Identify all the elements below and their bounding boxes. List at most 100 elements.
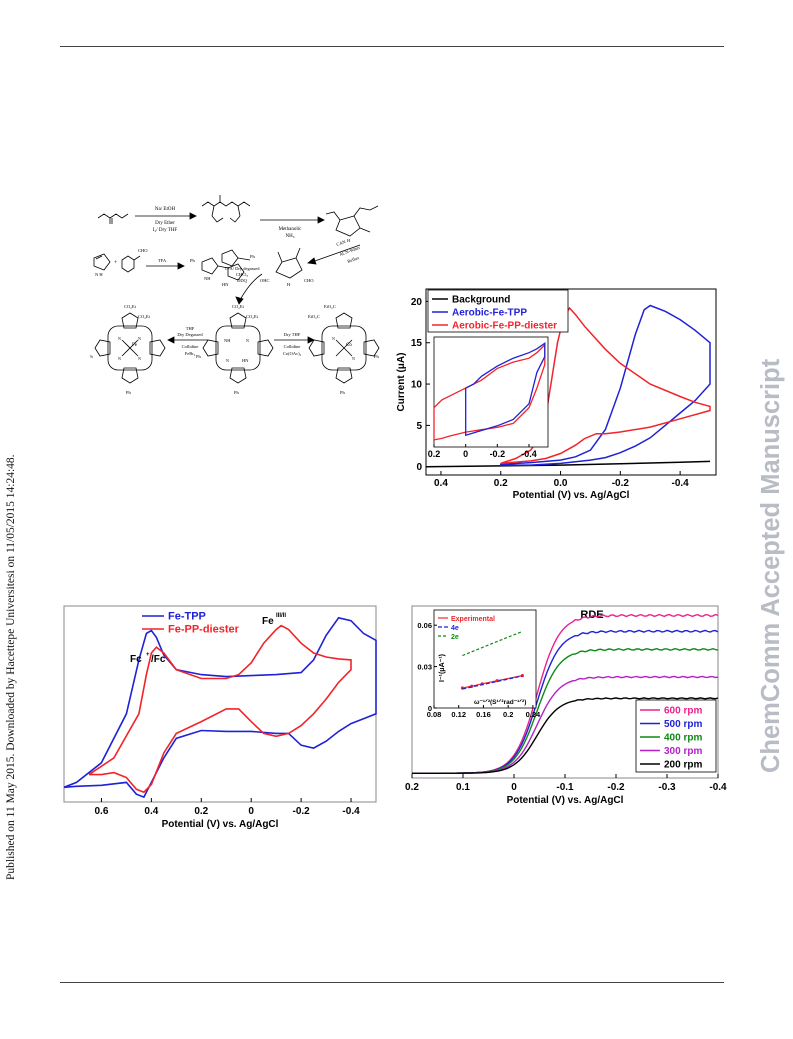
x-axis-label: Potential (V) vs. Ag/AgCl xyxy=(513,490,630,500)
y-tick-label-3: 15 xyxy=(411,338,423,349)
inset-x-tick-label-0: 0.08 xyxy=(427,710,442,719)
x-tick-label-4: -0.2 xyxy=(607,782,625,793)
cho-label: CHO xyxy=(304,278,314,283)
tripyrrane-nh: NH xyxy=(204,276,211,281)
inset: 0.2 0 -0.2 -0.4 xyxy=(428,336,549,459)
fe-co2et2: CO₂Et xyxy=(138,314,151,319)
plot-frame xyxy=(425,288,717,476)
cond-right3: Co(OAc)₂ xyxy=(283,351,302,356)
fe-center: Fe xyxy=(132,343,138,348)
inset-y-tick-label-0: 0 xyxy=(428,704,432,713)
tripyrrane-ph1: Ph xyxy=(190,258,196,263)
series-2-line xyxy=(500,306,711,465)
pyrrole-dialdehyde: OHC CHO H xyxy=(260,247,314,287)
legend-label-0: 600 rpm xyxy=(664,706,702,717)
accepted-manuscript-watermark: ChemComm Accepted Manuscript xyxy=(757,255,793,775)
inset-x-tick-label-0: 0.2 xyxy=(428,449,441,459)
y-tick-label-2: 10 xyxy=(411,380,423,391)
x-tick-label-1: 0.4 xyxy=(144,806,158,817)
inset-y-tick-label-2: 0.06 xyxy=(417,621,432,630)
step1-top: Na/ EtOH xyxy=(155,207,176,212)
y-tick-label-0: 0 xyxy=(416,462,422,473)
co-n1: N xyxy=(332,336,335,341)
cv-aerobic-chart: 0.4 0.2 0.0 -0.2 -0.4 0 5 10 15 20 Potential (V) v… xyxy=(396,288,717,501)
fb-ph2: Ph xyxy=(234,390,240,395)
x-tick-label-3: 0 xyxy=(248,806,254,817)
legend-label-0: Fe-TPP xyxy=(168,611,206,623)
series-1-line xyxy=(499,304,711,466)
x-tick-label-6: -0.4 xyxy=(709,782,727,793)
rde-figure: 0.2 0.1 0 -0.1 -0.2 -0.3 -0.4 Potential (V) vs.… xyxy=(402,604,732,810)
legend-label-4: 200 rpm xyxy=(664,760,702,771)
fe-n3: N xyxy=(118,356,121,361)
x-tick-label-5: -0.4 xyxy=(342,806,360,817)
series-0-line xyxy=(425,460,711,468)
annotation-fc-suffix: /Fc xyxy=(151,654,166,665)
publication-note: Published on 11 May 2015. Downloaded by … xyxy=(5,160,19,880)
fb-co2et1: CO₂Et xyxy=(232,304,245,309)
fb-n2: N xyxy=(226,358,229,363)
fb-hn: HN xyxy=(242,358,249,363)
legend-label-1: Fe-PP-diester xyxy=(168,624,240,636)
arrow-condensation xyxy=(239,273,263,301)
cond-right2: Collidine xyxy=(284,344,301,349)
inset-y-tick-label-1: 0.03 xyxy=(417,663,432,672)
legend-label-2: 400 rpm xyxy=(664,733,702,744)
fe-n2: N xyxy=(138,336,141,341)
cond-left3: Collidine xyxy=(182,344,199,349)
annotation-fe-sup: III/II xyxy=(276,613,286,619)
annotation-fc-sup: + xyxy=(146,652,150,658)
pyrrole-diester: H xyxy=(325,205,379,243)
rde-chart: 0.2 0.1 0 -0.1 -0.2 -0.3 -0.4 Potential (V) vs.… xyxy=(405,605,727,806)
cond-left2: THF xyxy=(186,326,195,331)
x-tick-label-2: 0 xyxy=(511,782,517,793)
cond-center2: CHCl₃ xyxy=(236,272,249,277)
fe-ph2: Ph xyxy=(126,390,132,395)
co-eto2c2: EtO₂C xyxy=(308,314,320,319)
pyrrole-diester-nh: H xyxy=(347,238,351,243)
legend-label-0: Background xyxy=(452,295,510,306)
legend-box xyxy=(427,289,569,333)
inset-legend-label-0: Experimental xyxy=(451,616,495,623)
co-center: Co xyxy=(346,343,352,348)
ohc-label: OHC xyxy=(260,278,270,283)
x-tick-label-1: 0.1 xyxy=(456,782,470,793)
inset-x-tick-label-4: 0.24 xyxy=(526,710,541,719)
annotation-fc-text: Fc xyxy=(130,654,142,665)
inset-y-label: I⁻¹(μA⁻¹) xyxy=(439,654,446,682)
cv-aerobic-figure: 0.4 0.2 0.0 -0.2 -0.4 0 5 10 15 20 Potential (V) v… xyxy=(388,285,726,501)
annotation-fe: Fe III/II xyxy=(262,613,286,627)
cv-comparison-chart: 0.6 0.4 0.2 0 -0.2 -0.4 Potential (V) vs. Ag/A… xyxy=(63,605,377,830)
publication-note-text: Published on 11 May 2015. Downloaded by … xyxy=(5,454,17,880)
series-1-line xyxy=(88,624,352,794)
cond-center1: TFA/ Dry degassed xyxy=(225,266,261,271)
legend-label-3: 300 rpm xyxy=(664,746,702,757)
annotation-fc: Fc +/Fc xyxy=(130,652,166,665)
watermark-text: ChemComm Accepted Manuscript xyxy=(757,358,785,773)
dialdehyde-h: H xyxy=(287,282,291,287)
x-tick-label-0: 0.4 xyxy=(434,478,448,489)
chart-title: RDE xyxy=(580,609,603,621)
inset: 0.08 0.12 0.16 0.2 0.24 0 0.03 0.06 ω⁻¹ᐟ²(S¹ᐟ²ra… xyxy=(417,609,541,719)
x-axis-label: Potential (V) vs. Ag/AgCl xyxy=(507,795,624,806)
arrow-step3 xyxy=(311,244,361,263)
inset-series-1-line xyxy=(462,675,523,690)
x-tick-label-0: 0.6 xyxy=(94,806,108,817)
benzaldehyde: CHO xyxy=(121,248,148,273)
legend-label-1: Aerobic-Fe-TPP xyxy=(452,308,527,319)
x-tick-label-4: -0.2 xyxy=(293,806,311,817)
legend-label-2: Aerobic-Fe-PP-diester xyxy=(452,321,557,332)
tripyrrane-ph2: Ph xyxy=(250,254,256,259)
tripyrrane: Ph Ph NH HN xyxy=(190,249,256,287)
step2-top: Methanolic xyxy=(279,227,303,232)
inset-frame xyxy=(433,609,537,709)
inset-legend-label-2: 2e xyxy=(451,634,459,641)
inset-x-tick-label-3: -0.4 xyxy=(521,449,537,459)
x-tick-label-1: 0.2 xyxy=(494,478,508,489)
x-tick-label-4: -0.4 xyxy=(672,478,690,489)
legend-box xyxy=(635,699,717,773)
footer-rule xyxy=(60,982,724,983)
svg-text:+: + xyxy=(114,260,118,266)
aldehyde-cho: CHO xyxy=(138,248,148,253)
co-n2: N xyxy=(352,356,355,361)
